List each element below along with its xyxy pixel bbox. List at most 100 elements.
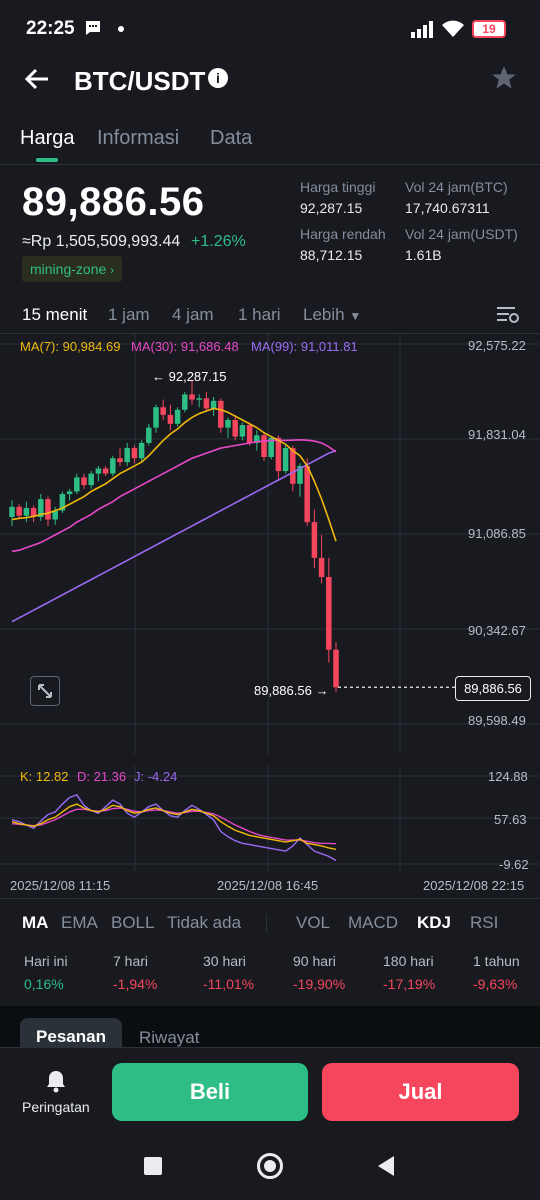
candle-body (282, 448, 289, 472)
candle-body (95, 468, 102, 474)
candle-body (153, 407, 159, 428)
candle-body (189, 394, 195, 400)
kdj-y-tick-label: 57.63 (494, 812, 527, 827)
indicator-vol[interactable]: VOL (296, 913, 331, 932)
star-icon[interactable] (490, 64, 518, 97)
candle-body (275, 437, 282, 472)
perf-value-today: 0,16% (24, 976, 64, 992)
battery-icon: 19 (472, 20, 506, 38)
buy-button[interactable]: Beli (112, 1063, 308, 1121)
kdj-y-tick-label: -9.62 (499, 857, 529, 872)
perf-label-90d: 90 hari (293, 953, 336, 969)
ma99-line (11, 449, 337, 623)
candlestick-chart[interactable] (0, 334, 540, 754)
perf-value-90d: -19,90% (293, 976, 346, 992)
kdj-j-line (11, 794, 337, 862)
candle-body (30, 508, 37, 518)
interval-1d[interactable]: 1 hari (238, 305, 281, 324)
low-value: 88,712.15 (300, 247, 363, 263)
kdj-k-line (11, 803, 337, 851)
high-marker-value: 92,287.15 (168, 369, 227, 384)
candle-body (23, 508, 30, 516)
candle-body (102, 468, 109, 474)
chart-settings-icon[interactable] (497, 306, 519, 329)
ma30-line (11, 438, 337, 553)
low-label: Harga rendah (300, 226, 386, 242)
high-marker: ← 92,287.15 (152, 369, 227, 384)
back-icon[interactable] (376, 1154, 396, 1183)
tab-harga[interactable]: Harga (20, 127, 75, 149)
tab-data[interactable]: Data (210, 127, 253, 149)
interval-1h[interactable]: 1 jam (108, 305, 150, 324)
candle-body (167, 414, 174, 424)
vol-usdt-value: 1.61B (405, 247, 442, 263)
candle-body (232, 419, 238, 437)
perf-value-30d: -11,01% (203, 976, 255, 992)
candle-body (160, 407, 166, 415)
candle-body (174, 409, 181, 424)
perf-value-7d: -1,94% (113, 976, 158, 992)
interval-15m[interactable]: 15 menit (22, 305, 88, 324)
candle-body (138, 442, 145, 459)
bell-icon[interactable] (45, 1069, 67, 1098)
perf-label-1y: 1 tahun (473, 953, 520, 969)
indicator-none[interactable]: Tidak ada (167, 913, 242, 932)
candle-body (318, 557, 325, 578)
status-time: 22:25 (26, 18, 75, 39)
recents-icon[interactable] (144, 1157, 162, 1175)
x-tick-label: 2025/12/08 22:15 (423, 878, 525, 893)
last-marker: 89,886.56 → (254, 683, 329, 698)
caret-down-icon: ▼ (349, 309, 362, 323)
candle-body (131, 448, 138, 459)
perf-label-180d: 180 hari (383, 953, 434, 969)
indicator-kdj[interactable]: KDJ (417, 913, 452, 932)
message-icon (84, 19, 102, 42)
last-price-box-value: 89,886.56 (464, 681, 522, 696)
candle-body (9, 506, 15, 518)
candle-body (74, 477, 80, 492)
intervals-divider (0, 333, 540, 334)
chevron-right-icon: › (110, 263, 115, 277)
indicator-boll[interactable]: BOLL (111, 913, 155, 932)
candle-body (304, 465, 310, 523)
candle-body (297, 465, 303, 484)
interval-4h[interactable]: 4 jam (172, 305, 214, 324)
indicator-rsi[interactable]: RSI (470, 913, 499, 932)
interval-more-label: Lebih (303, 305, 345, 324)
price-change: +1.26% (191, 233, 246, 250)
candle-body (203, 398, 210, 409)
indicator-ema[interactable]: EMA (61, 913, 98, 932)
candle-body (290, 448, 296, 484)
candle-body (38, 499, 44, 518)
kdj-y-tick-label: 124.88 (488, 769, 528, 784)
alert-label[interactable]: Peringatan (22, 1099, 90, 1115)
candle-body (326, 577, 332, 650)
signal-icon (410, 20, 436, 43)
mining-zone-tag[interactable]: mining-zone › (22, 256, 123, 282)
tab-informasi[interactable]: Informasi (97, 127, 180, 149)
back-arrow-icon[interactable] (24, 66, 50, 97)
sell-button[interactable]: Jual (322, 1063, 519, 1121)
info-icon[interactable]: i (208, 68, 228, 88)
ma7-legend: MA(7): 90,984.69 (20, 339, 121, 354)
candle-body (246, 425, 253, 443)
vol-usdt-label: Vol 24 jam(USDT) (405, 226, 518, 242)
expand-icon[interactable] (30, 676, 60, 706)
home-icon[interactable] (257, 1153, 283, 1179)
last-price: 89,886.56 (22, 180, 205, 224)
kdj-chart[interactable] (0, 766, 540, 871)
indicator-macd[interactable]: MACD (348, 913, 399, 932)
candle-body (81, 477, 87, 486)
interval-more[interactable]: Lebih ▼ (303, 305, 361, 325)
candle-body (59, 494, 66, 511)
candle-body (124, 448, 130, 463)
candle-body (218, 400, 224, 428)
perf-label-today: Hari ini (24, 953, 68, 969)
indicator-ma[interactable]: MA (22, 913, 49, 932)
perf-label-7d: 7 hari (113, 953, 149, 969)
indicators-divider (0, 898, 540, 899)
candle-body (117, 458, 123, 463)
tab-riwayat[interactable]: Riwayat (139, 1028, 200, 1047)
candle-body (16, 506, 22, 516)
ma99-legend: MA(99): 91,011.81 (251, 339, 358, 354)
